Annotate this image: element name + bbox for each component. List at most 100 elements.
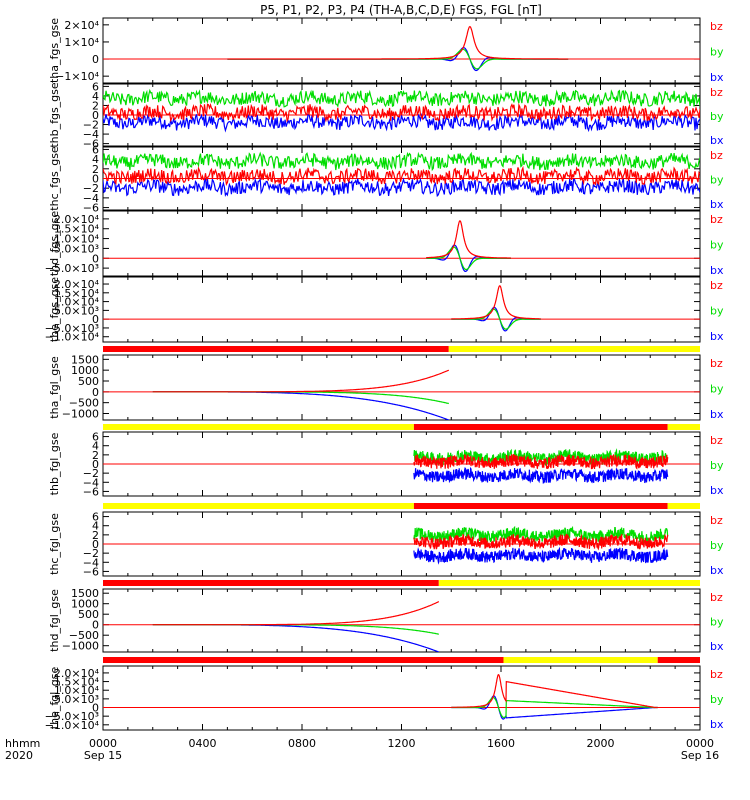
status-bar-segment: [413, 503, 668, 509]
series-line-bz: [413, 533, 669, 551]
status-bar-segment: [103, 580, 439, 586]
y-tick-label: 1.5×10⁴: [54, 223, 100, 236]
legend-bx: bx: [710, 484, 724, 497]
y-tick-label: −1.0×10⁴: [45, 719, 100, 732]
y-tick-label: 6: [92, 143, 99, 156]
panel-ylabel: thc_fgl_gse: [48, 513, 61, 575]
series-line-bz: [451, 285, 541, 320]
y-tick-label: −6: [83, 202, 99, 215]
panel-ylabel: thb_fgs_gse: [48, 82, 61, 148]
legend-by: by: [710, 539, 724, 552]
panel-frame: [102, 276, 701, 343]
series-line-bz: [425, 220, 511, 259]
series-line-bz: [103, 165, 700, 186]
x-tick-label: 1600: [487, 737, 515, 750]
status-bar-segment: [103, 503, 414, 509]
y-tick-label: −500: [69, 629, 99, 642]
status-bar-segment: [667, 424, 700, 430]
y-tick-label: −2: [83, 467, 99, 480]
legend-bx: bx: [710, 330, 724, 343]
legend-bz: bz: [710, 357, 723, 370]
y-tick-label: −2: [83, 119, 99, 132]
y-tick-label: −5.0×10³: [45, 710, 99, 723]
series-line-bx: [103, 112, 700, 133]
y-tick-label: −4: [83, 192, 99, 205]
panel-ylabel: thb_fgl_gse: [48, 432, 61, 495]
y-tick-label: 0: [92, 619, 99, 632]
status-bar-segment: [413, 424, 668, 430]
y-tick-label: 4: [92, 440, 99, 453]
legend-bz: bz: [710, 279, 723, 292]
legend-bx: bx: [710, 264, 724, 277]
y-tick-label: 500: [78, 375, 99, 388]
panel-ylabel: thd_fgs_gse: [48, 211, 61, 277]
y-tick-label: −1000: [62, 640, 99, 653]
series-line-bx: [451, 695, 658, 720]
status-bar-segment: [438, 580, 700, 586]
y-tick-label: 1500: [71, 353, 99, 366]
y-tick-label: −6: [83, 485, 99, 498]
y-tick-label: 2×10⁴: [64, 19, 99, 32]
y-tick-label: 1000: [71, 598, 99, 611]
y-tick-label: 1500: [71, 587, 99, 600]
y-tick-label: 0: [92, 109, 99, 122]
y-tick-label: 6: [92, 431, 99, 444]
legend-bx: bx: [710, 71, 724, 84]
panel-ylabel: tha_fgs_gse: [48, 18, 61, 83]
y-tick-label: −2: [83, 182, 99, 195]
panel-the_fgl: 2.0×10⁴1.5×10⁴1.0×10⁴5.0×10³0−5.0×10³−1.…: [45, 657, 724, 732]
legend-bz: bz: [710, 86, 723, 99]
y-tick-label: 500: [78, 608, 99, 621]
y-tick-label: 2: [92, 99, 99, 112]
y-tick-label: −6: [83, 565, 99, 578]
legend-bx: bx: [710, 408, 724, 421]
panel-the_fgs: 2.0×10⁴1.5×10⁴1.0×10⁴5.0×10³0−5.0×10³−1.…: [45, 276, 724, 344]
panel-ylabel: thd_fgl_gse: [48, 589, 61, 652]
y-tick-label: −5.0×10³: [45, 262, 99, 275]
panel-frame: [102, 588, 701, 653]
y-tick-label: 0: [92, 702, 99, 715]
plot-title: P5, P1, P2, P3, P4 (TH-A,B,C,D,E) FGS, F…: [260, 3, 542, 17]
panel-ylabel: the_fgl_gse: [48, 667, 61, 730]
series-line-bx: [413, 466, 669, 484]
series-line-bz: [451, 674, 658, 709]
legend-bx: bx: [710, 640, 724, 653]
y-tick-label: 6: [92, 511, 99, 524]
y-tick-label: 0: [92, 386, 99, 399]
y-tick-label: 1000: [71, 364, 99, 377]
y-tick-label: 0: [92, 538, 99, 551]
y-tick-label: −5.0×10³: [45, 322, 99, 335]
y-tick-label: 4: [92, 153, 99, 166]
series-line-bz: [227, 25, 569, 60]
y-tick-label: 0: [92, 458, 99, 471]
y-tick-label: −4: [83, 556, 99, 569]
y-tick-label: 2: [92, 163, 99, 176]
series-line-bz: [152, 601, 440, 626]
status-bar-segment: [503, 657, 658, 663]
legend-by: by: [710, 693, 724, 706]
legend-bx: bx: [710, 718, 724, 731]
legend-bz: bz: [710, 20, 723, 33]
x-tick-label: 0000: [89, 737, 117, 750]
y-tick-label: 0: [92, 173, 99, 186]
legend-by: by: [710, 383, 724, 396]
y-tick-label: −500: [69, 397, 99, 410]
status-bar-segment: [103, 424, 414, 430]
y-tick-label: 2.0×10⁴: [54, 213, 100, 226]
x-tick-label: 0400: [189, 737, 217, 750]
y-tick-label: 1.5×10⁴: [54, 676, 100, 689]
x-axis-year-label: 2020: [5, 749, 33, 762]
x-tick-label: 0000: [686, 737, 714, 750]
panel-frame: [102, 354, 701, 421]
y-tick-label: 2.0×10⁴: [54, 667, 100, 680]
legend-bx: bx: [710, 134, 724, 147]
y-tick-label: 0: [92, 53, 99, 66]
legend-by: by: [710, 305, 724, 318]
legend-by: by: [710, 239, 724, 252]
y-tick-label: 2: [92, 529, 99, 542]
